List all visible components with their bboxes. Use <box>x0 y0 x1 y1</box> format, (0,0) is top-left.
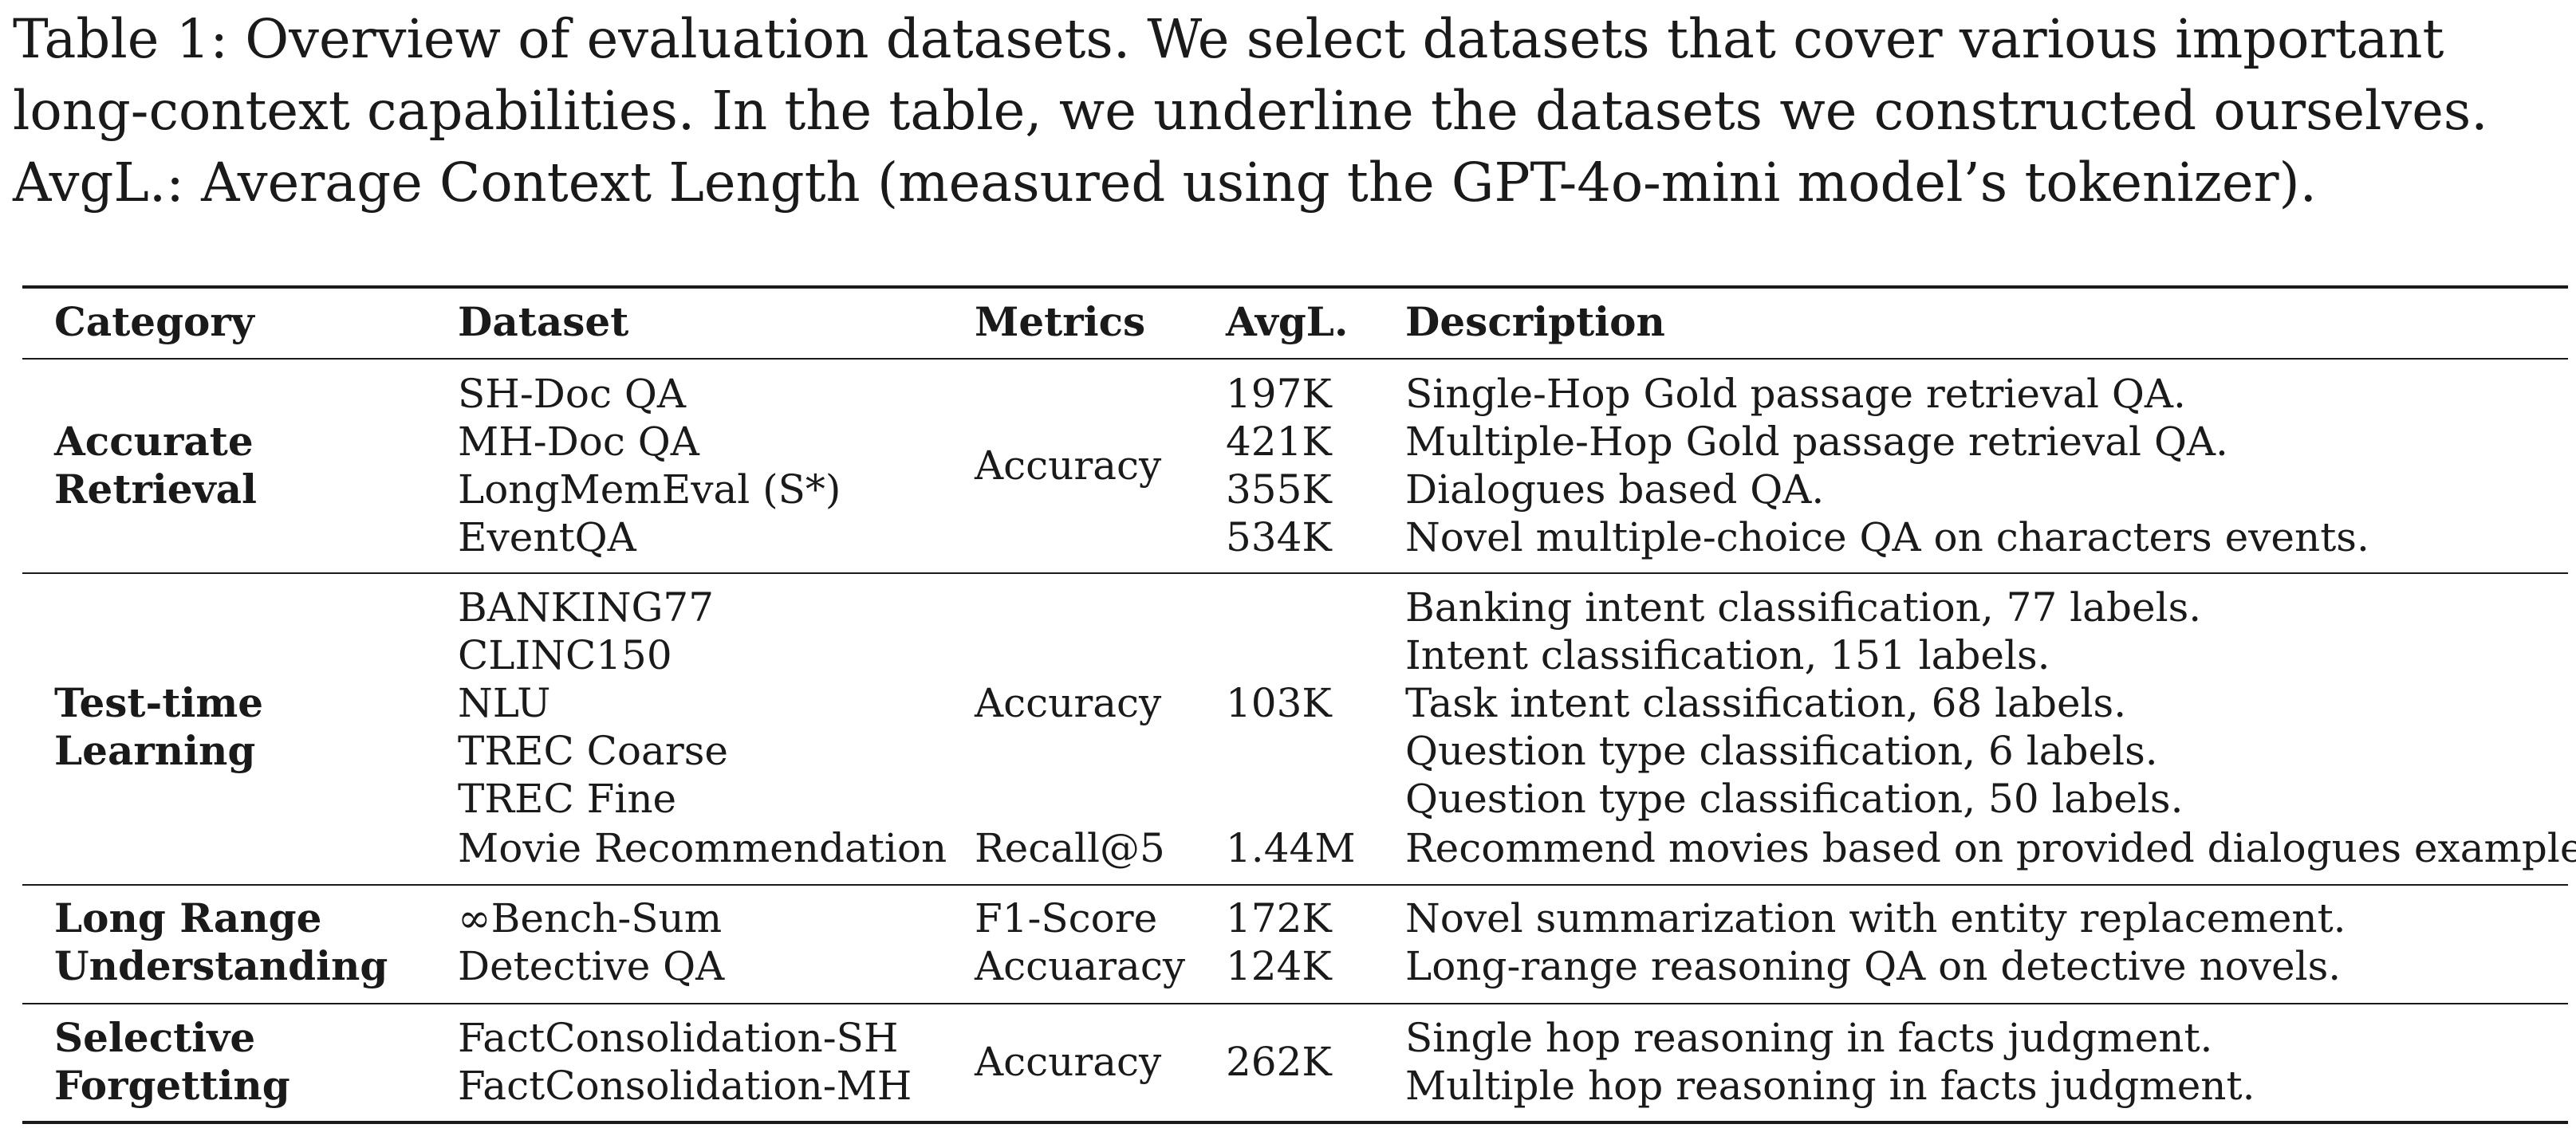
description-cell: Question type classification, 50 labels. <box>1405 776 2184 822</box>
dataset-cell: Detective QA <box>458 943 725 989</box>
category-label: Test-time <box>54 679 264 726</box>
category-label: Retrieval <box>54 466 258 513</box>
metric-cell: Recall@5 <box>975 825 1165 871</box>
dataset-cell: LongMemEval (S*) <box>458 466 841 513</box>
category-label: Understanding <box>54 942 388 989</box>
description-cell: Multiple-Hop Gold passage retrieval QA. <box>1405 419 2228 465</box>
avgl-cell: 534K <box>1226 514 1332 560</box>
bottom-rule <box>22 1121 2568 1124</box>
avgl-cell: 197K <box>1226 371 1332 417</box>
description-cell: Banking intent classification, 77 labels… <box>1405 584 2202 631</box>
dataset-cell: Movie Recommendation <box>458 825 947 871</box>
header-description: Description <box>1405 298 1665 345</box>
group-divider <box>22 1003 2568 1004</box>
avgl-cell: 124K <box>1226 943 1332 989</box>
description-cell: Dialogues based QA. <box>1405 466 1825 513</box>
header-rule <box>22 358 2568 360</box>
metric-cell: Accuracy <box>975 442 1162 489</box>
description-cell: Question type classification, 6 labels. <box>1405 728 2158 774</box>
table-caption: Table 1: Overview of evaluation datasets… <box>13 3 2565 218</box>
top-rule <box>22 285 2568 289</box>
avgl-cell: 103K <box>1226 680 1332 726</box>
description-cell: Intent classification, 151 labels. <box>1405 632 2050 678</box>
dataset-cell: TREC Coarse <box>458 728 728 774</box>
header-category: Category <box>54 298 254 345</box>
avgl-cell: 1.44M <box>1226 825 1356 871</box>
group-divider <box>22 884 2568 886</box>
description-cell: Multiple hop reasoning in facts judgment… <box>1405 1063 2255 1109</box>
header-metrics: Metrics <box>975 298 1146 345</box>
metric-cell: F1-Score <box>975 895 1158 941</box>
avgl-cell: 355K <box>1226 466 1332 513</box>
avgl-cell: 421K <box>1226 419 1332 465</box>
dataset-cell: ∞Bench-Sum <box>458 895 723 941</box>
dataset-cell: EventQA <box>458 514 636 560</box>
metric-cell: Accuaracy <box>975 943 1186 989</box>
caption-line: AvgL.: Average Context Length (measured … <box>13 151 2317 214</box>
description-cell: Single hop reasoning in facts judgment. <box>1405 1015 2213 1061</box>
group-divider <box>22 572 2568 574</box>
dataset-cell: SH-Doc QA <box>458 371 686 417</box>
category-label: Forgetting <box>54 1062 290 1109</box>
description-cell: Task intent classification, 68 labels. <box>1405 680 2127 726</box>
caption-line: Table 1: Overview of evaluation datasets… <box>13 8 2444 70</box>
metric-cell: Accuracy <box>975 680 1162 726</box>
description-cell: Long-range reasoning QA on detective nov… <box>1405 943 2342 989</box>
caption-line: long-context capabilities. In the table,… <box>13 80 2488 142</box>
avgl-cell: 172K <box>1226 895 1332 941</box>
category-label: Learning <box>54 727 256 774</box>
category-label: Long Range <box>54 894 322 941</box>
category-label: Selective <box>54 1014 256 1061</box>
category-label: Accurate <box>54 418 254 465</box>
description-cell: Novel multiple-choice QA on characters e… <box>1405 514 2369 560</box>
header-avgl: AvgL. <box>1226 298 1349 345</box>
description-cell: Novel summarization with entity replacem… <box>1405 895 2346 941</box>
dataset-cell: FactConsolidation-SH <box>458 1015 899 1061</box>
description-cell: Recommend movies based on provided dialo… <box>1405 825 2576 871</box>
description-cell: Single-Hop Gold passage retrieval QA. <box>1405 371 2186 417</box>
dataset-cell: FactConsolidation-MH <box>458 1063 912 1109</box>
header-dataset: Dataset <box>458 298 629 345</box>
dataset-cell: BANKING77 <box>458 584 715 631</box>
avgl-cell: 262K <box>1226 1039 1332 1085</box>
dataset-cell: TREC Fine <box>458 776 677 822</box>
dataset-cell: NLU <box>458 680 551 726</box>
dataset-cell: MH-Doc QA <box>458 419 699 465</box>
metric-cell: Accuracy <box>975 1039 1162 1085</box>
dataset-cell: CLINC150 <box>458 632 672 678</box>
